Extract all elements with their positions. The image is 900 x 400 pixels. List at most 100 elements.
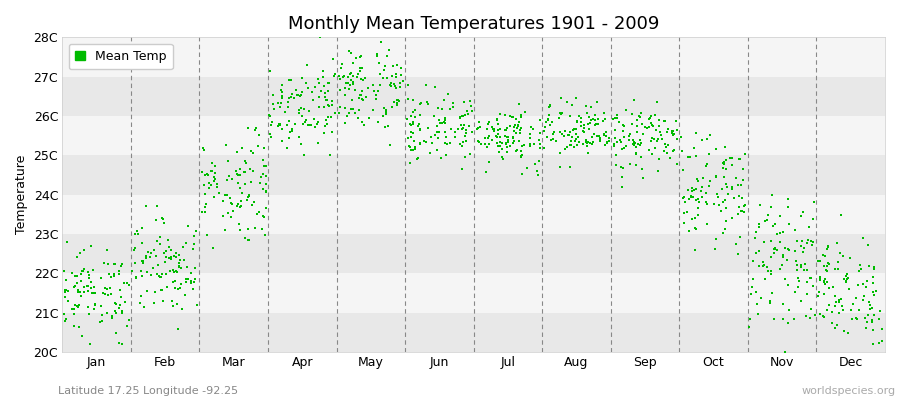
Bar <box>62 273 885 312</box>
Point <box>737 208 751 215</box>
Point <box>96 260 111 266</box>
Point <box>523 141 537 148</box>
Point <box>606 116 620 122</box>
Point <box>312 104 327 110</box>
Point <box>301 85 315 92</box>
Point <box>128 260 142 266</box>
Point <box>498 112 512 118</box>
Point <box>856 281 870 288</box>
Point <box>716 160 730 166</box>
Point <box>82 272 96 278</box>
Point <box>836 328 850 334</box>
Point <box>543 103 557 110</box>
Point <box>351 114 365 121</box>
Point <box>86 290 101 296</box>
Point <box>357 122 372 128</box>
Point <box>273 104 287 110</box>
Point <box>718 218 733 224</box>
Point <box>304 121 319 128</box>
Point <box>677 220 691 226</box>
Point <box>295 121 310 128</box>
Point <box>780 257 795 263</box>
Point <box>345 97 359 104</box>
Point <box>580 143 595 150</box>
Point <box>297 106 311 112</box>
Point <box>675 167 689 173</box>
Point <box>460 108 474 114</box>
Point <box>828 303 842 310</box>
Point <box>256 157 270 164</box>
Point <box>61 288 76 294</box>
Point <box>282 77 296 83</box>
Point <box>216 198 230 204</box>
Point <box>856 297 870 303</box>
Point <box>472 119 487 125</box>
Point <box>811 292 825 299</box>
Point <box>738 151 752 157</box>
Point <box>633 113 647 120</box>
Point <box>150 203 165 210</box>
Point <box>293 141 308 148</box>
Point <box>619 142 634 149</box>
Point <box>266 106 281 113</box>
Point <box>106 260 121 267</box>
Point <box>670 127 685 133</box>
Point <box>433 155 447 161</box>
Point <box>554 129 568 136</box>
Point <box>616 122 631 129</box>
Point <box>499 140 513 147</box>
Point <box>204 168 219 174</box>
Point <box>394 65 409 71</box>
Point <box>726 195 741 202</box>
Point <box>61 298 76 304</box>
Point <box>125 268 140 275</box>
Point <box>820 268 834 274</box>
Point <box>446 104 460 110</box>
Point <box>320 114 335 120</box>
Point <box>599 139 614 145</box>
Point <box>806 199 821 206</box>
Point <box>177 257 192 263</box>
Point <box>868 288 883 294</box>
Text: worldspecies.org: worldspecies.org <box>801 386 896 396</box>
Point <box>873 308 887 314</box>
Point <box>656 148 670 154</box>
Point <box>173 257 187 263</box>
Point <box>761 212 776 218</box>
Point <box>841 330 855 336</box>
Point <box>542 112 556 119</box>
Point <box>104 313 119 319</box>
Point <box>821 260 835 266</box>
Point <box>301 62 315 68</box>
Point <box>317 104 331 110</box>
Point <box>640 125 654 132</box>
Point <box>73 288 87 295</box>
Point <box>618 107 633 113</box>
Point <box>858 315 872 321</box>
Point <box>140 255 154 261</box>
Point <box>353 92 367 98</box>
Point <box>840 271 854 278</box>
Point <box>806 239 820 245</box>
Point <box>281 98 295 105</box>
Point <box>273 121 287 128</box>
Point <box>229 168 243 174</box>
Point <box>762 299 777 306</box>
Point <box>320 96 334 103</box>
Point <box>657 118 671 125</box>
Point <box>590 116 605 122</box>
Point <box>310 118 325 125</box>
Point <box>428 132 442 138</box>
Point <box>371 119 385 126</box>
Point <box>316 68 330 74</box>
Title: Monthly Mean Temperatures 1901 - 2009: Monthly Mean Temperatures 1901 - 2009 <box>288 15 660 33</box>
Point <box>511 138 526 144</box>
Point <box>667 131 681 137</box>
Point <box>789 258 804 264</box>
Point <box>463 151 477 158</box>
Point <box>566 127 580 134</box>
Point <box>567 125 581 132</box>
Point <box>815 312 830 319</box>
Point <box>507 138 521 145</box>
Text: Latitude 17.25 Longitude -92.25: Latitude 17.25 Longitude -92.25 <box>58 386 238 396</box>
